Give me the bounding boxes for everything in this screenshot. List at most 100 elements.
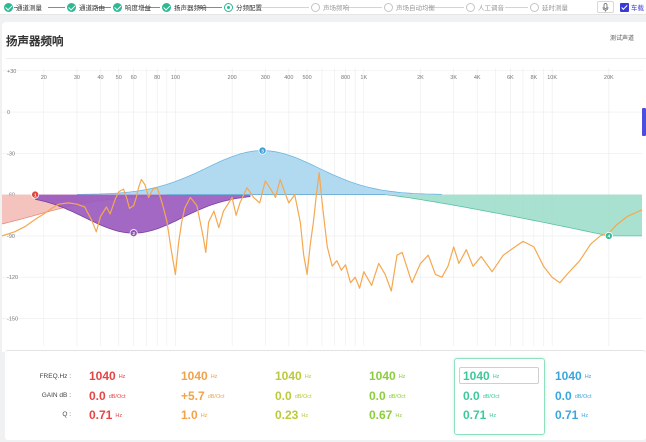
step-loudness-gain[interactable]: 响度增益 xyxy=(113,1,151,13)
step-label: 响度增益 xyxy=(125,5,151,12)
x-tick-label: 500 xyxy=(302,75,311,81)
x-tick-label: 80 xyxy=(154,75,160,81)
peak-filter-2-line xyxy=(35,196,251,234)
param-unit: Hz xyxy=(492,374,500,380)
step-auto-eq[interactable]: 声场自动均衡 xyxy=(384,1,435,13)
step-label: 扬声器频响 xyxy=(174,5,207,12)
stepper-connector xyxy=(14,7,17,8)
param-unit: Hz xyxy=(210,374,218,380)
band-4-freq-value[interactable]: 1040 Hz xyxy=(369,369,405,383)
filter-handle-label: 3 xyxy=(261,148,264,154)
param-unit: Hz xyxy=(398,374,406,380)
pending-step-icon xyxy=(530,2,539,12)
filter-handle-1[interactable] xyxy=(31,190,40,199)
speaker-response-card: 扬声器频响 测试声道 20 30 40 50 60 80 100 200 300 400 500 80… xyxy=(2,22,646,352)
peak-filter-2-area xyxy=(35,194,251,234)
y-tick-label: -90 xyxy=(7,234,15,240)
step-label: 延时测量 xyxy=(542,5,568,12)
step-channel-measure[interactable]: 通道测量 xyxy=(4,1,42,13)
car-checkbox-label: 车载 xyxy=(631,5,644,12)
param-value: 0.0 xyxy=(555,389,572,403)
x-tick-label: 30 xyxy=(74,75,80,81)
step-delay-measure[interactable]: 延时测量 xyxy=(530,1,568,13)
param-unit: dB/Oct xyxy=(108,394,126,400)
step-soundfield-response[interactable]: 声场频响 xyxy=(311,1,349,13)
test-channel-button[interactable]: 测试声道 xyxy=(610,36,635,42)
filter-handle-4[interactable] xyxy=(604,231,613,240)
band-6-gain-value[interactable]: 0.0 dB/Oct xyxy=(555,389,592,403)
freq-input[interactable] xyxy=(459,367,539,384)
band-4-gain-value[interactable]: 0.0 dB/Oct xyxy=(369,389,406,403)
q-row-label: Q : xyxy=(62,411,71,418)
param-value: 0.67 xyxy=(369,408,393,422)
check-circle-icon xyxy=(67,2,76,12)
band-6-q-value[interactable]: 0.71 Hz xyxy=(555,408,588,422)
filter-params-panel: FREQ.Hz : GAIN dB : Q : 1040 Hz 0.0 dB/Oct 0… xyxy=(5,350,646,440)
param-unit: dB/Oct xyxy=(207,394,225,400)
step-manual-tuning[interactable]: 人工调音 xyxy=(466,1,504,13)
param-unit: Hz xyxy=(581,413,589,419)
y-tick-label: +30 xyxy=(7,69,16,75)
param-value: 1040 xyxy=(89,369,116,383)
param-unit: Hz xyxy=(395,413,403,419)
param-value: +5.7 xyxy=(181,389,205,403)
param-unit: Hz xyxy=(584,374,592,380)
y-tick-label: -150 xyxy=(7,316,18,322)
band-3-q-value[interactable]: 0.23 Hz xyxy=(275,408,308,422)
param-unit: Hz xyxy=(115,413,123,419)
param-unit: Hz xyxy=(304,374,312,380)
band-1-q-value[interactable]: 0.71 Hz xyxy=(89,408,122,422)
selected-band-highlight xyxy=(454,358,545,435)
band-2-freq-value[interactable]: 1040 Hz xyxy=(181,369,217,383)
param-value: 1040 xyxy=(463,369,490,383)
param-unit: dB/Oct xyxy=(574,394,592,400)
microphone-button[interactable] xyxy=(597,1,614,13)
step-crossover-config[interactable]: 分频配置 xyxy=(224,1,262,13)
band-5-q-value[interactable]: 0.71 Hz xyxy=(463,408,496,422)
band-4-q-value[interactable]: 0.67 Hz xyxy=(369,408,402,422)
x-tick-label: 3K xyxy=(450,75,457,81)
step-label: 声场自动均衡 xyxy=(396,5,435,12)
band-5-gain-value[interactable]: 0.0 dB/Oct xyxy=(463,389,500,403)
x-tick-label: 6K xyxy=(507,75,514,81)
car-checkbox[interactable]: 车载 xyxy=(620,1,644,13)
response-curve xyxy=(2,172,643,292)
param-value: 0.0 xyxy=(275,389,292,403)
filter-handle-2[interactable] xyxy=(129,229,138,238)
x-tick-label: 800 xyxy=(341,75,350,81)
param-unit: Hz xyxy=(118,374,126,380)
param-value: 0.71 xyxy=(89,408,113,422)
stepper-connector xyxy=(48,7,65,8)
check-circle-icon xyxy=(162,2,171,12)
step-label: 分频配置 xyxy=(236,5,262,12)
filter-handle-label: 4 xyxy=(607,234,610,240)
filter-handle-3[interactable] xyxy=(258,146,267,155)
param-value: 0.71 xyxy=(463,408,487,422)
band-6-freq-value[interactable]: 1040 Hz xyxy=(555,369,591,383)
param-value: 1040 xyxy=(555,369,582,383)
stepper-connector xyxy=(428,7,464,8)
band-1-gain-value[interactable]: 0.0 dB/Oct xyxy=(89,389,126,403)
pending-step-icon xyxy=(311,2,320,12)
microphone-icon xyxy=(602,2,609,12)
param-value: 0.0 xyxy=(369,389,386,403)
chart-svg[interactable]: 20 30 40 50 60 80 100 200 300 400 500 800 1K 2K 3K 4K 6K… xyxy=(2,60,646,352)
step-speaker-response[interactable]: 扬声器频响 xyxy=(162,1,207,13)
band-5-freq-value[interactable]: 1040 Hz xyxy=(463,369,499,383)
band-3-gain-value[interactable]: 0.0 dB/Oct xyxy=(275,389,312,403)
param-unit: Hz xyxy=(489,413,497,419)
band-2-q-value[interactable]: 1.0 Hz xyxy=(181,408,207,422)
band-1-freq-value[interactable]: 1040 Hz xyxy=(89,369,125,383)
step-label: 声场频响 xyxy=(323,5,349,12)
band-2-gain-value[interactable]: +5.7 dB/Oct xyxy=(181,389,225,403)
x-tick-label: 1K xyxy=(360,75,367,81)
band-3-freq-value[interactable]: 1040 Hz xyxy=(275,369,311,383)
step-channel-routing[interactable]: 通道路由 xyxy=(67,1,105,13)
param-unit: dB/Oct xyxy=(482,394,500,400)
check-circle-icon xyxy=(4,2,13,12)
frequency-response-chart[interactable]: 20 30 40 50 60 80 100 200 300 400 500 800 1K 2K 3K 4K 6K… xyxy=(2,60,646,352)
side-panel-tab[interactable] xyxy=(642,108,646,136)
param-unit: Hz xyxy=(301,413,309,419)
param-unit: Hz xyxy=(200,413,208,419)
gain-row-label: GAIN dB : xyxy=(41,392,71,399)
